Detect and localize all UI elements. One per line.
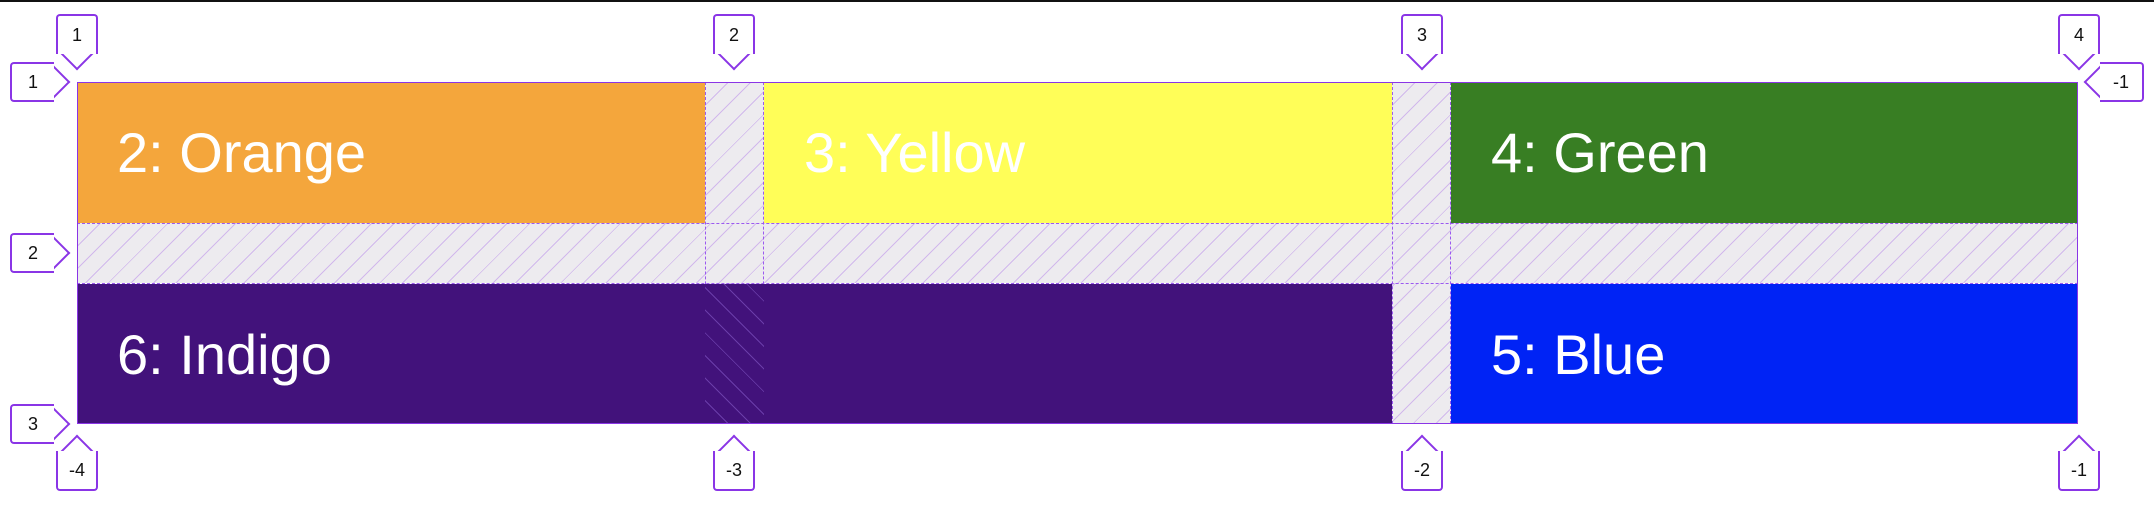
grid-item-label: 3: Yellow	[804, 121, 1026, 184]
grid-container-outline	[77, 82, 2078, 424]
grid-item-label: 4: Green	[1491, 121, 1709, 184]
grid-item-label: 6: Indigo	[117, 322, 332, 386]
grid-item-label: 5: Blue	[1491, 322, 1666, 386]
row-line-badge-left: 3	[10, 404, 54, 444]
grid-line-guide	[1392, 82, 1393, 424]
grid-item-label: 2: Orange	[117, 121, 367, 184]
grid-line-guide	[763, 82, 764, 424]
column-gap-1-overlay	[705, 284, 764, 424]
column-line-badge-bottom: -4	[56, 451, 98, 491]
grid-item-blue: 5: Blue	[1451, 284, 2078, 424]
grid-item-yellow: 3: Yellow	[764, 82, 1392, 223]
column-line-badge-top: 2	[713, 14, 755, 54]
row-gap	[77, 223, 2078, 283]
column-line-badge-bottom: -2	[1401, 451, 1443, 491]
column-line-badge-top: 1	[56, 14, 98, 54]
top-border-line	[0, 0, 2154, 2]
grid-line-guide	[77, 283, 2078, 284]
row-line-badge-left: 2	[10, 233, 54, 273]
grid-item-green: 4: Green	[1451, 82, 2078, 223]
column-line-badge-top: 4	[2058, 14, 2100, 54]
grid-line-guide	[1450, 82, 1451, 424]
grid-item-orange: 2: Orange	[77, 82, 705, 223]
column-line-badge-bottom: -3	[713, 451, 755, 491]
row-line-badge-left: 1	[10, 62, 54, 102]
column-line-badge-bottom: -1	[2058, 451, 2100, 491]
grid-item-indigo: 6: Indigo	[77, 284, 1392, 424]
grid-line-guide	[77, 223, 2078, 224]
row-line-badge-right: -1	[2100, 62, 2144, 102]
column-line-badge-top: 3	[1401, 14, 1443, 54]
grid-line-guide	[705, 82, 706, 424]
